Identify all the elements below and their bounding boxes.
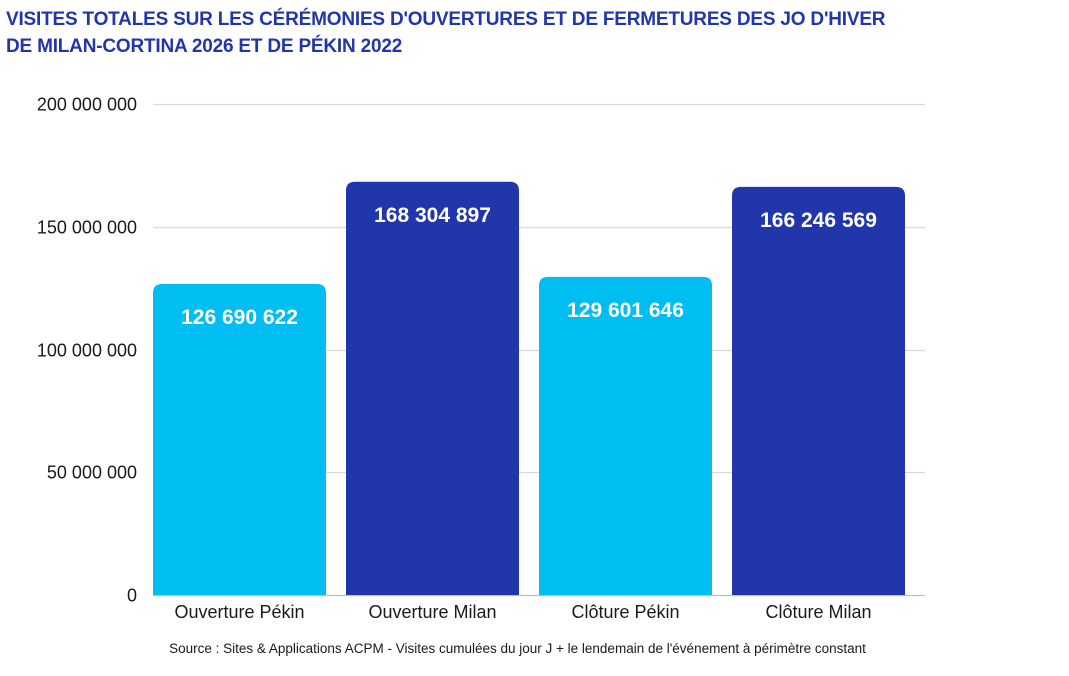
data-label: 168 304 897 — [374, 204, 491, 227]
y-tick-label: 200 000 000 — [37, 95, 137, 115]
chart-title-line-1: VISITES TOTALES SUR LES CÉRÉMONIES D'OUV… — [6, 9, 886, 30]
chart-title-line-2: DE MILAN-CORTINA 2026 ET DE PÉKIN 2022 — [6, 36, 403, 57]
chart-title: VISITES TOTALES SUR LES CÉRÉMONIES D'OUV… — [6, 6, 1066, 60]
bar — [346, 181, 519, 596]
x-category-label: Clôture Milan — [765, 602, 871, 622]
bar — [153, 283, 326, 595]
data-label: 166 246 569 — [760, 209, 877, 232]
y-tick-label: 0 — [127, 586, 137, 606]
bars — [153, 181, 905, 596]
y-tick-label: 150 000 000 — [37, 218, 137, 238]
y-axis-tick-labels: 0 50 000 000 100 000 000 150 000 000 200 000… — [37, 95, 137, 606]
x-axis-category-labels: Ouverture Pékin Ouverture Milan Clôture Pé… — [174, 602, 871, 622]
data-label: 126 690 622 — [181, 306, 298, 329]
x-category-label: Ouverture Milan — [368, 602, 496, 622]
source-note: Source : Sites & Applications ACPM - Vis… — [169, 641, 866, 656]
y-tick-label: 50 000 000 — [47, 463, 137, 483]
bar — [539, 276, 712, 595]
data-labels: 126 690 622 168 304 897 129 601 646 166 246… — [181, 204, 877, 329]
x-category-label: Ouverture Pékin — [174, 602, 304, 622]
data-label: 129 601 646 — [567, 299, 684, 322]
y-tick-label: 100 000 000 — [37, 341, 137, 361]
bar — [732, 186, 905, 595]
x-category-label: Clôture Pékin — [571, 602, 679, 622]
